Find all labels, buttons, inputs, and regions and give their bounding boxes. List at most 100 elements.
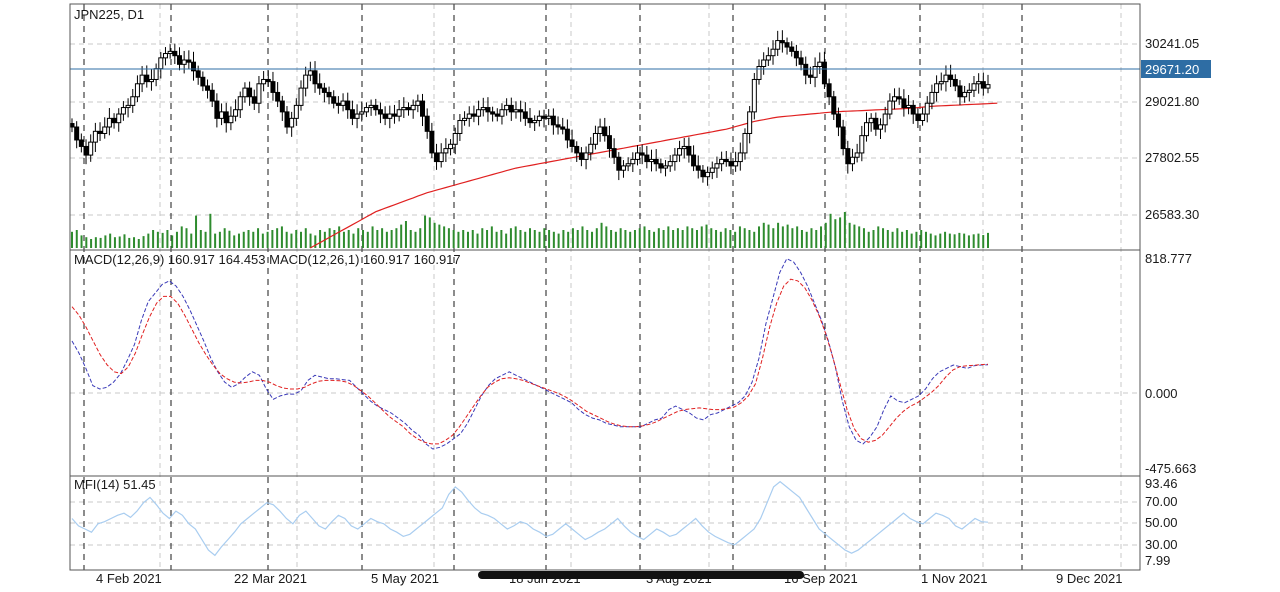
volume-bar (261, 233, 264, 248)
candle-body (298, 87, 304, 106)
volume-bar (915, 231, 918, 248)
candle-body (466, 113, 472, 119)
volume-bar (767, 224, 770, 248)
candle-body (649, 158, 655, 163)
volume-bar (629, 231, 632, 248)
candle-body (756, 66, 762, 80)
candle-body (471, 113, 477, 117)
candle-body (578, 152, 584, 160)
candle-body (835, 113, 841, 128)
candle-body (242, 87, 248, 98)
volume-bar (462, 230, 465, 248)
candle-body (793, 50, 799, 59)
candle-body (929, 91, 935, 104)
candle-body (541, 115, 547, 119)
candle-body (798, 57, 804, 65)
volume-bar (481, 228, 484, 248)
candle-body (340, 100, 346, 106)
volume-bar (700, 226, 703, 248)
volume-bar (409, 230, 412, 248)
candle-body (672, 154, 678, 163)
volume-bar (247, 230, 250, 248)
candle-body (434, 152, 440, 163)
volume-bar (85, 237, 88, 248)
candle-body (106, 117, 112, 128)
volume-bar (199, 230, 202, 248)
volume-bar (810, 228, 813, 248)
volume-bar (381, 228, 384, 248)
volume-bar (424, 215, 427, 248)
volume-bar (667, 226, 670, 248)
candle-body (130, 96, 136, 106)
candle-body (200, 76, 206, 87)
volume-bar (967, 235, 970, 248)
candle-body (494, 113, 500, 117)
macd-main-line (71, 258, 989, 450)
candle-body (504, 104, 510, 111)
price-axis-label: 26583.30 (1145, 207, 1199, 222)
candle-body (289, 117, 295, 128)
volume-bar (762, 222, 765, 248)
volume-bar (166, 230, 169, 248)
candle-body (709, 167, 715, 173)
volume-bar (457, 231, 460, 248)
volume-bar (295, 230, 298, 248)
candle-body (457, 120, 463, 134)
candle-body (924, 102, 930, 115)
candle-body (480, 107, 486, 111)
volume-bar (786, 224, 789, 248)
mfi-axis-label: 30.00 (1145, 537, 1178, 552)
volume-bar (142, 236, 145, 248)
candle-body (915, 113, 921, 122)
candle-body (896, 96, 902, 100)
volume-bar (237, 233, 240, 248)
macd-pane[interactable] (69, 249, 1141, 477)
volume-bar (342, 231, 345, 248)
volume-bar (352, 233, 355, 248)
volume-bar (75, 230, 78, 248)
volume-bar (638, 228, 641, 248)
candle-body (597, 126, 603, 134)
volume-bar (691, 228, 694, 248)
candle-body (620, 165, 626, 171)
volume-bar (113, 237, 116, 248)
candle-body (111, 117, 117, 124)
candle-body (630, 158, 636, 165)
date-axis-label: 22 Mar 2021 (234, 571, 307, 586)
volume-bar (672, 230, 675, 248)
candle-body (233, 109, 239, 117)
chart-title: JPN225, D1 (74, 7, 144, 22)
volume-bar (257, 228, 260, 248)
candle-body (223, 111, 229, 124)
candle-body (354, 113, 360, 119)
candle-body (410, 104, 416, 111)
candle-body (317, 83, 323, 89)
mfi-pane[interactable] (69, 475, 1141, 571)
timeline-scrollbar[interactable] (478, 571, 804, 579)
volume-bar (710, 228, 713, 248)
volume-bar (128, 237, 131, 248)
candle-body (849, 156, 855, 165)
volume-bar (853, 224, 856, 248)
volume-bar (152, 230, 155, 248)
candle-body (307, 70, 313, 76)
candle-body (78, 139, 84, 147)
candle-body (723, 158, 729, 163)
volume-bar (271, 230, 274, 248)
volume-bar (829, 213, 832, 248)
volume-bar (772, 228, 775, 248)
candle-body (831, 96, 837, 115)
candle-body (705, 171, 711, 178)
volume-bar (266, 231, 269, 248)
volume-bar (90, 239, 93, 248)
volume-bar (882, 228, 885, 248)
volume-bar (538, 231, 541, 248)
volume-bar (843, 212, 846, 248)
candle-body (901, 98, 907, 109)
volume-bar (104, 235, 107, 248)
candle-body (452, 132, 458, 145)
candle-body (667, 161, 673, 167)
macd-indicator-label: MACD(12,26,9) 160.917 164.453 MACD(12,26… (74, 252, 461, 267)
volume-bar (796, 226, 799, 248)
